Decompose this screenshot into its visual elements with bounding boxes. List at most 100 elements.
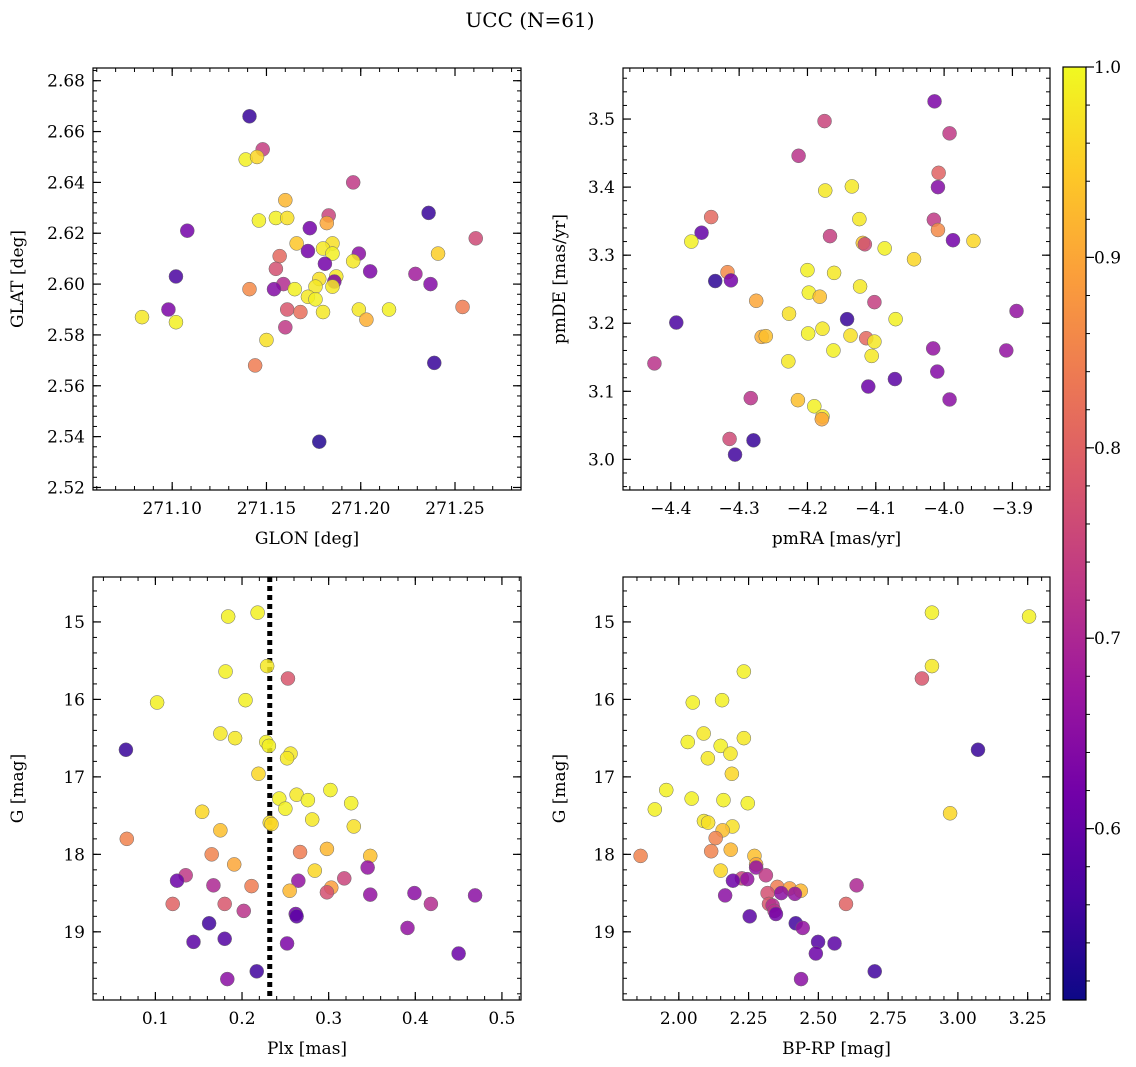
scatter-point bbox=[800, 326, 816, 341]
scatter-point bbox=[647, 802, 663, 817]
y-axis-label: G [mag] bbox=[8, 754, 28, 823]
scatter-point bbox=[970, 742, 986, 758]
colorbar-tick-label: 0.9 bbox=[1094, 248, 1121, 268]
scatter-point bbox=[302, 220, 318, 236]
y-tick-label: 3.3 bbox=[588, 246, 615, 266]
scatter-point bbox=[307, 863, 323, 878]
scatter-point bbox=[717, 888, 733, 903]
scatter-point bbox=[292, 844, 308, 860]
scatter-point bbox=[408, 266, 423, 282]
y-tick-label: 2.62 bbox=[47, 224, 85, 244]
x-tick-label: 0.4 bbox=[402, 1009, 429, 1029]
scatter-point bbox=[861, 379, 876, 394]
scatter-point bbox=[930, 364, 945, 379]
scatter-point bbox=[362, 264, 378, 279]
y-tick-label: 2.54 bbox=[47, 428, 85, 448]
scatter-point bbox=[966, 233, 981, 249]
y-tick-label: 2.60 bbox=[47, 275, 85, 295]
colorbar-gradient bbox=[1062, 66, 1087, 1001]
scatter-point bbox=[291, 873, 306, 888]
y-tick-label: 3.5 bbox=[588, 110, 615, 130]
scatter-point bbox=[345, 253, 361, 269]
y-tick-label: 2.66 bbox=[47, 123, 85, 143]
y-axis-label: pmDE [mas/yr] bbox=[550, 214, 570, 344]
y-tick-label: 16 bbox=[593, 690, 615, 710]
scatter-point bbox=[867, 294, 882, 310]
scatter-point bbox=[724, 766, 740, 782]
scatter-point bbox=[849, 878, 864, 893]
scatter-point bbox=[279, 302, 295, 317]
scatter-point bbox=[723, 273, 739, 288]
y-tick-label: 16 bbox=[63, 690, 85, 710]
scatter-point bbox=[758, 868, 774, 883]
scatter-point bbox=[815, 321, 830, 336]
scatter-point bbox=[746, 433, 761, 448]
scatter-point bbox=[713, 738, 728, 754]
scatter-point bbox=[867, 334, 882, 349]
scatter-point bbox=[272, 248, 287, 264]
axes-frame bbox=[622, 67, 1051, 491]
scatter-point bbox=[455, 299, 470, 315]
scatter-point bbox=[319, 841, 335, 857]
scatter-point bbox=[743, 390, 759, 406]
axes-frame bbox=[92, 576, 522, 1001]
scatter-point bbox=[423, 896, 439, 912]
scatter-point bbox=[768, 906, 784, 922]
scatter-point bbox=[259, 658, 275, 674]
scatter-point bbox=[684, 791, 699, 806]
scatter-point bbox=[421, 205, 436, 221]
scatter-point bbox=[708, 830, 723, 846]
y-tick-label: 2.52 bbox=[47, 478, 85, 498]
scatter-point bbox=[259, 332, 274, 348]
scatter-point bbox=[227, 730, 243, 746]
scatter-point bbox=[748, 293, 764, 309]
y-tick-label: 2.58 bbox=[47, 326, 85, 346]
scatter-point bbox=[723, 842, 738, 857]
scatter-point bbox=[925, 341, 941, 356]
scatter-point bbox=[264, 816, 279, 832]
scatter-point bbox=[839, 311, 855, 327]
y-tick-label: 17 bbox=[593, 768, 615, 788]
scatter-point bbox=[680, 734, 695, 750]
scatter-point bbox=[877, 241, 892, 256]
x-tick-label: 271.25 bbox=[425, 499, 484, 519]
scatter-point bbox=[633, 848, 648, 864]
scatter-point bbox=[843, 328, 858, 343]
colorbar-tick-label: 0.7 bbox=[1094, 629, 1121, 649]
x-axis-label: GLON [deg] bbox=[255, 529, 359, 549]
scatter-point bbox=[703, 844, 719, 859]
scatter-point bbox=[287, 281, 302, 297]
scatter-point bbox=[827, 936, 842, 951]
x-tick-label: 271.20 bbox=[331, 499, 390, 519]
scatter-point bbox=[180, 223, 195, 238]
colorbar-tick-label: 0.6 bbox=[1094, 820, 1121, 840]
scatter-point bbox=[279, 936, 295, 951]
x-axis-label: Plx [mas] bbox=[267, 1039, 347, 1059]
x-tick-label: −4.3 bbox=[719, 499, 760, 519]
scatter-point bbox=[250, 605, 265, 620]
scatter-point bbox=[217, 931, 232, 947]
axes-frame bbox=[622, 576, 1051, 1001]
scatter-point bbox=[696, 726, 711, 741]
scatter-point bbox=[647, 356, 662, 371]
scatter-point bbox=[703, 209, 719, 225]
scatter-point bbox=[659, 782, 674, 798]
scatter-point bbox=[213, 823, 228, 838]
x-tick-label: −4.2 bbox=[787, 499, 828, 519]
scatter-panel-4: 2.00 2.25 2.50 2.75 3.00 3.25 15 16 17 18 19 BP-RP … bbox=[550, 576, 1051, 1059]
scatter-point bbox=[468, 231, 483, 246]
y-tick-label: 3.1 bbox=[588, 382, 615, 402]
y-tick-label: 2.68 bbox=[47, 72, 85, 92]
y-axis-label: G [mag] bbox=[550, 754, 570, 823]
scatter-point bbox=[304, 812, 320, 827]
scatter-point bbox=[930, 222, 946, 238]
scatter-point bbox=[924, 658, 940, 674]
scatter-point bbox=[945, 232, 961, 248]
scatter-point bbox=[400, 920, 415, 936]
scatter-point bbox=[118, 742, 134, 758]
x-tick-label: 0.1 bbox=[142, 1009, 169, 1029]
y-tick-label: 3.0 bbox=[588, 450, 615, 470]
scatter-point bbox=[282, 883, 297, 899]
scatter-point bbox=[300, 792, 316, 808]
x-tick-label: 0.2 bbox=[228, 1009, 255, 1029]
